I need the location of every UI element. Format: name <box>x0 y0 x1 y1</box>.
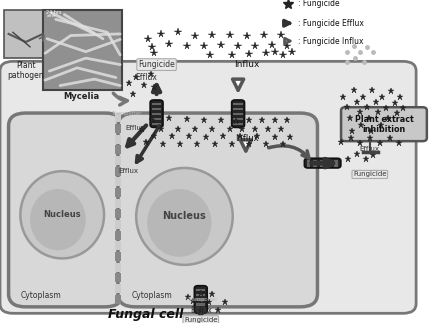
Text: Mycelia: Mycelia <box>63 92 100 101</box>
Text: Efflux: Efflux <box>360 146 380 152</box>
Bar <box>43 10 122 90</box>
Ellipse shape <box>147 189 211 257</box>
Bar <box>152 118 161 120</box>
Text: Influx: Influx <box>235 134 259 143</box>
Bar <box>327 160 331 167</box>
Bar <box>152 122 161 125</box>
Bar <box>233 113 243 115</box>
Text: : Fungicide Efflux: : Fungicide Efflux <box>298 19 364 28</box>
Bar <box>115 220 121 229</box>
Text: Plant
pathogen: Plant pathogen <box>7 61 44 80</box>
Bar <box>152 113 161 115</box>
Bar <box>314 160 317 167</box>
Bar <box>152 108 161 110</box>
Bar <box>115 263 121 272</box>
Text: Influx: Influx <box>234 60 260 69</box>
Bar <box>115 273 121 282</box>
Ellipse shape <box>20 171 104 258</box>
Bar <box>115 252 121 261</box>
FancyBboxPatch shape <box>118 113 317 307</box>
Bar <box>115 231 121 240</box>
FancyBboxPatch shape <box>194 286 207 313</box>
Bar <box>115 156 121 165</box>
Bar <box>233 108 243 110</box>
Bar <box>4 10 49 58</box>
FancyBboxPatch shape <box>150 100 163 127</box>
Ellipse shape <box>30 189 86 250</box>
Bar <box>152 103 161 105</box>
Bar <box>115 209 121 218</box>
Text: : Fungicide: : Fungicide <box>298 0 339 8</box>
Bar <box>115 177 121 186</box>
Text: Cytoplasm: Cytoplasm <box>21 291 61 300</box>
FancyBboxPatch shape <box>341 107 427 141</box>
Bar <box>115 145 121 154</box>
Text: Plant extract
inhibition: Plant extract inhibition <box>355 115 413 134</box>
Text: Fungicide: Fungicide <box>353 172 387 177</box>
Bar <box>115 135 121 144</box>
FancyBboxPatch shape <box>305 158 341 168</box>
Text: Fungicide: Fungicide <box>138 60 175 69</box>
Bar <box>233 122 243 125</box>
FancyBboxPatch shape <box>0 61 416 313</box>
FancyBboxPatch shape <box>232 100 245 127</box>
Bar <box>233 118 243 120</box>
Bar <box>115 124 121 133</box>
Bar <box>115 284 121 293</box>
Text: Efflux: Efflux <box>135 73 157 82</box>
Bar <box>115 167 121 176</box>
Text: : Fungicide Influx: : Fungicide Influx <box>298 36 363 46</box>
Bar <box>233 103 243 105</box>
Bar <box>115 241 121 250</box>
Ellipse shape <box>136 168 233 265</box>
Bar <box>115 295 121 304</box>
Text: Efflux: Efflux <box>190 306 211 315</box>
Text: Cytoplasm: Cytoplasm <box>132 291 172 300</box>
Bar <box>196 303 205 306</box>
Bar <box>196 289 205 291</box>
Text: 24 hrs: 24 hrs <box>46 10 62 15</box>
Text: Transporter: Transporter <box>112 111 143 116</box>
Bar <box>115 113 121 122</box>
Text: Nucleus: Nucleus <box>163 212 206 221</box>
Bar <box>196 298 205 301</box>
Text: Nucleus: Nucleus <box>43 210 81 219</box>
FancyBboxPatch shape <box>9 113 122 307</box>
Bar <box>320 160 324 167</box>
Bar <box>115 188 121 197</box>
Text: Fungal cell: Fungal cell <box>108 308 184 321</box>
Text: Transporter: Transporter <box>188 297 218 302</box>
Bar <box>115 199 121 208</box>
Bar <box>334 160 338 167</box>
Bar <box>196 308 205 311</box>
Text: after: after <box>46 15 56 18</box>
Text: Efflux: Efflux <box>125 125 145 130</box>
Bar <box>306 160 310 167</box>
Text: Efflux: Efflux <box>119 168 139 174</box>
Bar <box>196 294 205 296</box>
Text: Fungicide: Fungicide <box>184 317 218 323</box>
